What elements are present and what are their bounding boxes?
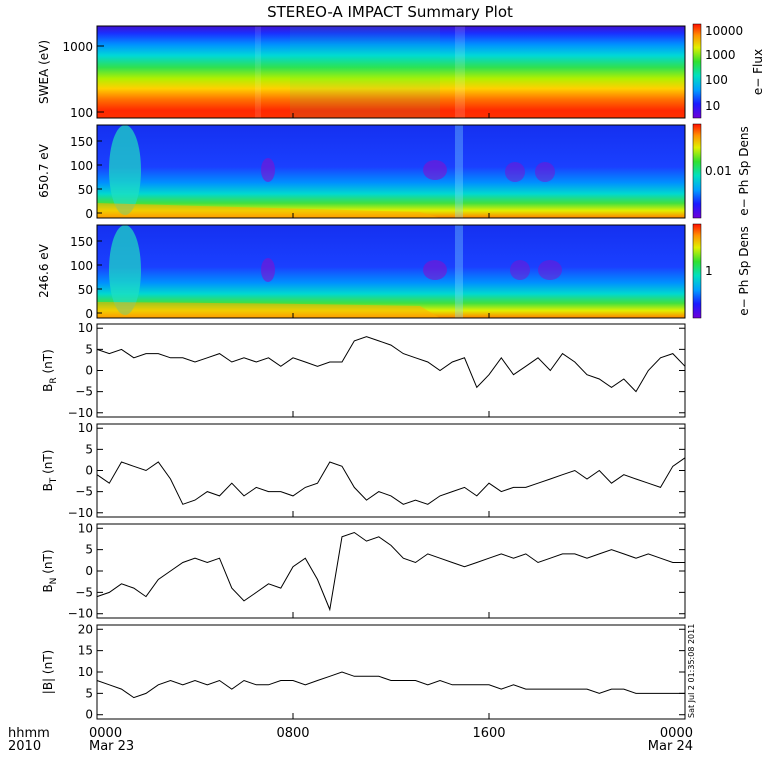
bmag-plot-frame xyxy=(96,624,686,720)
swea-panel: SWEA (eV) 1000 100 10000 1000 100 10 e− … xyxy=(37,23,765,120)
bt-series-line xyxy=(96,457,686,505)
swea-colorbar xyxy=(692,23,702,119)
pitch-650-colorbar xyxy=(692,123,702,219)
swea-cbar-label: e− Flux xyxy=(751,49,765,95)
swea-texture xyxy=(255,26,465,118)
plot-timestamp: Sat Jul 2 01:35:08 2011 xyxy=(687,624,696,718)
swea-cbar-tick-100: 100 xyxy=(705,73,728,87)
date-tick-label: Mar 24 xyxy=(648,739,693,754)
br-ytick-label: −5 xyxy=(75,385,93,399)
bn-ytick-label: 10 xyxy=(78,521,93,535)
br-panel: 10 5 0 −5 −10 BR (nT) xyxy=(41,321,686,420)
pitch-246-ytick-0: 0 xyxy=(85,307,93,321)
pitch-650-texture xyxy=(97,125,555,218)
bt-ytick-label: −10 xyxy=(68,506,93,520)
time-row-label-year: 2010 xyxy=(8,739,41,754)
bmag-ytick-label: 0 xyxy=(85,708,93,722)
bn-series-line xyxy=(96,531,685,612)
bn-panel: 10 5 0 −5 −10 BN (nT) xyxy=(41,521,686,621)
bn-ytick-label: −5 xyxy=(75,585,93,599)
swea-ytick-100: 100 xyxy=(70,106,93,120)
pitch-246-cbar-label: e− Ph Sp Dens xyxy=(737,226,751,315)
bt-ytick-label: 0 xyxy=(85,464,93,478)
bn-ylabel: BN (nT) xyxy=(41,549,59,592)
pitch-246-panel: 246.6 eV 0 50 100 150 1 e− Ph Sp Dens xyxy=(37,223,751,321)
date-tick-label: Mar 23 xyxy=(89,739,134,754)
swea-cbar-tick-10: 10 xyxy=(705,99,720,113)
time-tick-label: 0800 xyxy=(276,726,309,741)
pitch-246-colorbar xyxy=(692,223,702,319)
pitch-650-ylabel: 650.7 eV xyxy=(37,143,51,198)
swea-ytick-1000: 1000 xyxy=(62,40,93,54)
br-ytick-label: −10 xyxy=(68,406,93,420)
bmag-panel: 20 15 10 5 0 |B| (nT) xyxy=(41,622,686,722)
pitch-650-panel: 650.7 eV 0 50 100 150 0.01 e− Ph Sp Dens xyxy=(37,123,751,221)
pitch-246-ytick-50: 50 xyxy=(78,283,93,297)
br-ytick-label: 0 xyxy=(85,364,93,378)
pitch-650-ytick-150: 150 xyxy=(70,135,93,149)
bt-ytick-label: 10 xyxy=(78,421,93,435)
swea-ylabel: SWEA (eV) xyxy=(37,40,51,104)
pitch-246-spectrogram xyxy=(97,225,685,318)
pitch-246-ytick-100: 100 xyxy=(70,259,93,273)
pitch-650-ytick-50: 50 xyxy=(78,183,93,197)
bt-ylabel: BT (nT) xyxy=(41,450,59,492)
pitch-650-cbar-tick: 0.01 xyxy=(705,164,732,178)
pitch-246-ytick-150: 150 xyxy=(70,235,93,249)
pitch-246-texture xyxy=(97,225,562,318)
pitch-246-ylabel: 246.6 eV xyxy=(37,243,51,298)
bmag-ytick-label: 20 xyxy=(78,622,93,636)
bt-ytick-label: −5 xyxy=(75,485,93,499)
bmag-ytick-label: 5 xyxy=(85,686,93,700)
bt-plot-frame xyxy=(96,423,686,518)
bn-ytick-label: 5 xyxy=(85,543,93,557)
pitch-650-cbar-label: e− Ph Sp Dens xyxy=(737,126,751,215)
swea-cbar-tick-10000: 10000 xyxy=(705,24,743,38)
bmag-ylabel: |B| (nT) xyxy=(41,650,55,694)
br-ytick-label: 10 xyxy=(78,321,93,335)
br-ytick-label: 5 xyxy=(85,342,93,356)
br-series-line xyxy=(96,336,686,393)
figure-title: STEREO-A IMPACT Summary Plot xyxy=(267,3,513,21)
bt-ytick-label: 5 xyxy=(85,442,93,456)
pitch-650-ytick-100: 100 xyxy=(70,159,93,173)
br-plot-frame xyxy=(96,323,686,418)
bmag-ytick-label: 15 xyxy=(78,644,93,658)
bn-ytick-label: −10 xyxy=(68,607,93,621)
time-tick-label: 0000 xyxy=(660,726,693,741)
bn-ytick-label: 0 xyxy=(85,564,93,578)
time-tick-label: 0000 xyxy=(89,726,122,741)
bn-plot-frame xyxy=(96,523,686,619)
pitch-246-cbar-tick: 1 xyxy=(705,264,713,278)
swea-cbar-tick-1000: 1000 xyxy=(705,48,736,62)
time-row-label-hhmm: hhmm xyxy=(8,726,50,741)
swea-spectrogram xyxy=(97,26,685,118)
bmag-ytick-label: 10 xyxy=(78,665,93,679)
br-ylabel: BR (nT) xyxy=(41,349,59,392)
pitch-650-ytick-0: 0 xyxy=(85,207,93,221)
time-tick-label: 1600 xyxy=(472,726,505,741)
bmag-series-line xyxy=(96,671,685,699)
bt-panel: 10 5 0 −5 −10 BT (nT) xyxy=(41,421,686,520)
pitch-650-spectrogram xyxy=(97,125,685,218)
